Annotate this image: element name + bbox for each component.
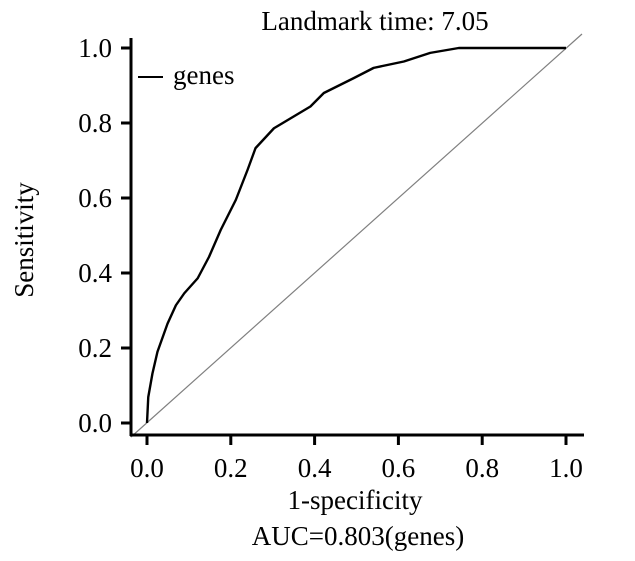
legend: genes — [138, 60, 234, 90]
y-tick-label: 1.0 — [78, 33, 112, 63]
chart-title: Landmark time: 7.05 — [261, 6, 488, 36]
y-tick-label: 0.4 — [78, 258, 112, 288]
x-tick-label: 0.4 — [298, 453, 332, 483]
y-ticks: 0.0 0.2 0.4 0.6 0.8 1.0 — [78, 33, 131, 438]
auc-caption: AUC=0.803(genes) — [252, 521, 464, 551]
x-tick-label: 0.2 — [214, 453, 248, 483]
legend-label-genes: genes — [173, 60, 234, 90]
x-tick-label: 0.8 — [465, 453, 499, 483]
y-tick-label: 0.2 — [78, 333, 112, 363]
reference-diagonal — [130, 33, 583, 438]
series-line-genes — [145, 46, 566, 424]
series-layer — [145, 46, 566, 424]
y-axis-label: Sensitivity — [9, 182, 39, 298]
x-tick-label: 0.6 — [382, 453, 416, 483]
x-ticks: 0.0 0.2 0.4 0.6 0.8 1.0 — [130, 435, 583, 483]
x-tick-label: 0.0 — [130, 453, 164, 483]
y-tick-label: 0.8 — [78, 108, 112, 138]
reference-line — [130, 33, 583, 438]
y-tick-label: 0.0 — [78, 408, 112, 438]
x-tick-label: 1.0 — [549, 453, 583, 483]
y-tick-label: 0.6 — [78, 183, 112, 213]
x-axis-label: 1-specificity — [288, 485, 423, 515]
